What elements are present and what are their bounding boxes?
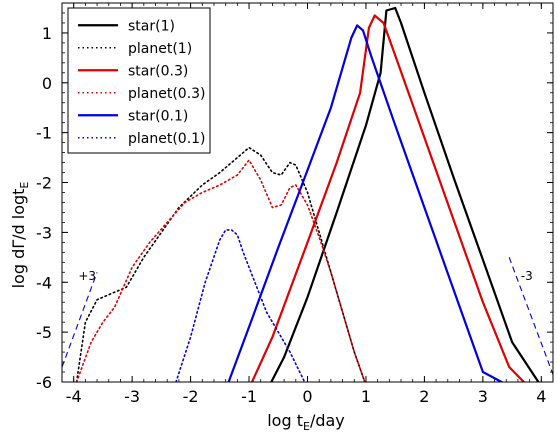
y-axis-label: log dΓ/d logtE <box>9 182 31 289</box>
series-line-star0-1 <box>227 24 503 382</box>
x-tick-label: 0 <box>302 387 312 406</box>
x-tick-label: -1 <box>241 387 257 406</box>
y-tick-label: -1 <box>36 124 52 143</box>
legend-label: planet(0.1) <box>128 131 206 147</box>
legend-label: star(0.3) <box>128 63 188 79</box>
annotations: +3 -3 <box>78 269 532 283</box>
slope-annotation-minus3: -3 <box>521 269 533 283</box>
y-tick-label: -5 <box>36 323 52 342</box>
series-line-planet0-3 <box>75 159 366 382</box>
legend-label: star(1) <box>128 18 175 34</box>
series-line-planet1 <box>75 146 366 382</box>
y-tick-label: 1 <box>42 24 52 43</box>
legend-label: planet(1) <box>128 41 192 57</box>
y-tick-label: -2 <box>36 174 52 193</box>
x-axis-label: log tE/day <box>267 411 345 433</box>
slope-line-plus3 <box>62 272 98 368</box>
x-tick-label: 1 <box>361 387 371 406</box>
slope-lines <box>62 257 553 375</box>
y-tick-label: 0 <box>42 74 52 93</box>
x-tick-label: -2 <box>183 387 199 406</box>
legend-label: planet(0.3) <box>128 86 206 102</box>
x-tick-label: -3 <box>124 387 140 406</box>
y-tick-label: -6 <box>36 373 52 392</box>
series-line-planet0-1 <box>175 229 306 382</box>
x-tick-label: 2 <box>419 387 429 406</box>
series-layer <box>75 6 540 382</box>
x-tick-label: -4 <box>66 387 82 406</box>
axes: -4 -3 -2 -1 0 1 2 3 4 -6 -5 -4 -3 -2 -1 0 1 <box>36 2 554 406</box>
legend: star(1) planet(1) star(0.3) planet(0.3) star… <box>67 7 211 154</box>
legend-box <box>67 7 211 154</box>
x-tick-label: 4 <box>536 387 546 406</box>
slope-line-minus3 <box>508 257 553 375</box>
legend-label: star(0.1) <box>128 108 188 124</box>
x-tick-label: 3 <box>478 387 488 406</box>
series-line-star0-3 <box>250 14 525 382</box>
y-tick-label: -3 <box>36 223 52 242</box>
slope-annotation-plus3: +3 <box>78 269 96 283</box>
series-line-star1 <box>270 6 540 382</box>
y-tick-label: -4 <box>36 273 52 292</box>
